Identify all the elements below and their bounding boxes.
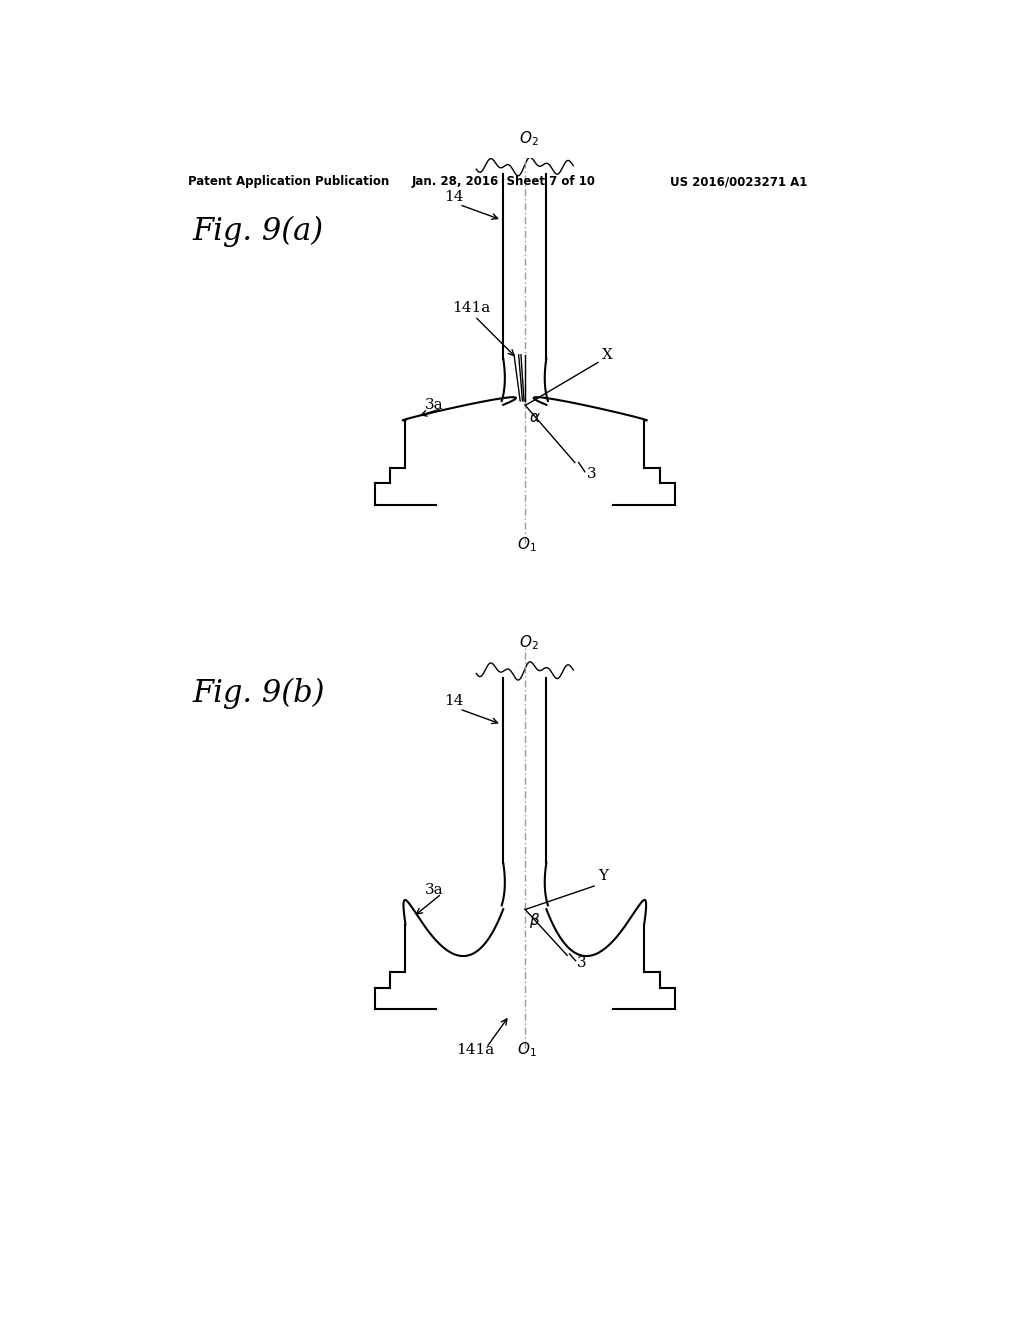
Text: 3a: 3a xyxy=(425,397,443,412)
Text: 14: 14 xyxy=(444,190,464,203)
Text: 3: 3 xyxy=(587,467,596,480)
Text: Jan. 28, 2016  Sheet 7 of 10: Jan. 28, 2016 Sheet 7 of 10 xyxy=(412,176,596,189)
Text: $\beta$: $\beta$ xyxy=(529,911,541,929)
Text: Fig. 9(a): Fig. 9(a) xyxy=(193,216,324,247)
Text: $O_2$: $O_2$ xyxy=(519,634,539,652)
Text: US 2016/0023271 A1: US 2016/0023271 A1 xyxy=(670,176,807,189)
Text: X: X xyxy=(602,347,612,362)
Text: Patent Application Publication: Patent Application Publication xyxy=(188,176,389,189)
Text: 141a: 141a xyxy=(456,1043,494,1057)
Text: $O_1$: $O_1$ xyxy=(517,536,537,554)
Text: Y: Y xyxy=(598,869,608,883)
Text: $O_1$: $O_1$ xyxy=(517,1040,537,1059)
Text: 141a: 141a xyxy=(452,301,489,315)
Text: Fig. 9(b): Fig. 9(b) xyxy=(193,678,325,709)
Text: 3: 3 xyxy=(578,956,587,970)
Text: $\alpha$: $\alpha$ xyxy=(529,411,542,425)
Text: $O_2$: $O_2$ xyxy=(519,129,539,148)
Text: 3a: 3a xyxy=(425,883,443,896)
Text: 14: 14 xyxy=(444,694,464,708)
